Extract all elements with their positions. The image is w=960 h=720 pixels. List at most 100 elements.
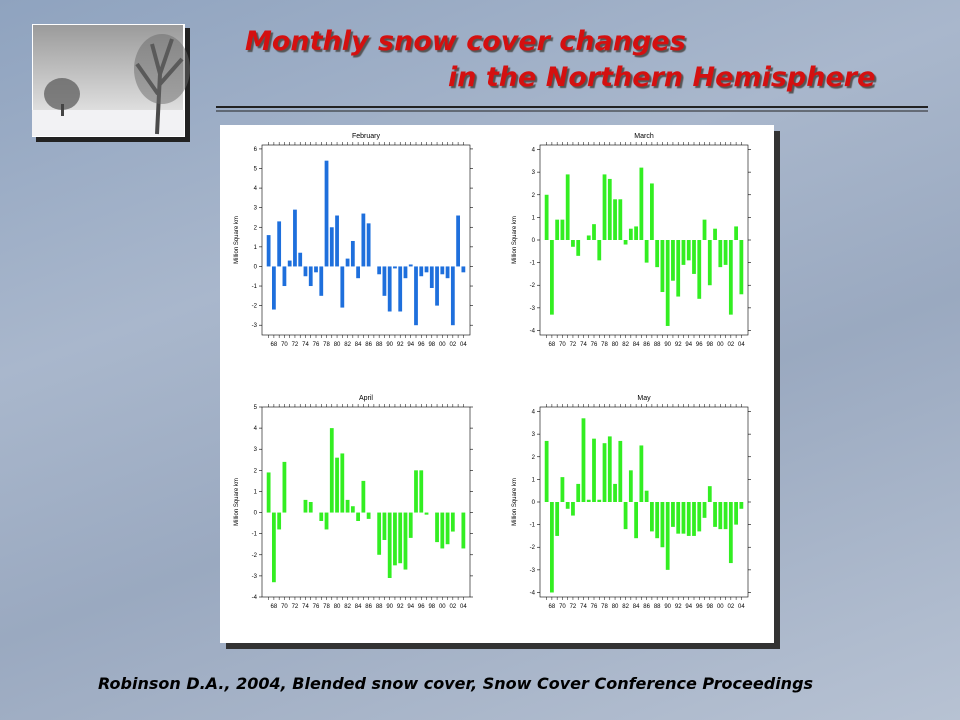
bar xyxy=(445,512,450,545)
bar xyxy=(350,240,355,267)
bar xyxy=(676,502,681,534)
x-tick-label: 82 xyxy=(622,342,629,348)
bar xyxy=(382,266,387,296)
bar xyxy=(298,252,303,267)
y-tick-label: 3 xyxy=(532,170,536,176)
bar xyxy=(303,266,308,277)
bar xyxy=(597,499,602,502)
bar xyxy=(387,266,392,312)
tree-crown xyxy=(134,34,190,104)
y-axis-label: Million Square km xyxy=(234,478,240,526)
y-tick-label: -1 xyxy=(530,261,536,267)
bar xyxy=(329,428,334,513)
x-tick-label: 94 xyxy=(685,604,692,610)
tree-small xyxy=(44,78,80,110)
bar xyxy=(602,443,607,502)
x-tick-label: 92 xyxy=(397,604,404,610)
y-tick-label: 5 xyxy=(254,167,258,173)
x-tick-label: 76 xyxy=(591,604,598,610)
x-tick-label: 96 xyxy=(418,342,425,348)
bar xyxy=(287,260,292,267)
bar xyxy=(597,240,602,261)
bar xyxy=(544,194,549,240)
y-tick-label: -4 xyxy=(252,595,258,601)
x-tick-label: 72 xyxy=(292,604,299,610)
bar xyxy=(303,499,308,513)
snow xyxy=(32,110,184,136)
bar xyxy=(387,512,392,578)
bar xyxy=(723,502,728,530)
bar xyxy=(707,486,712,502)
bar xyxy=(450,266,455,326)
x-tick-label: 68 xyxy=(549,342,556,348)
bar xyxy=(345,258,350,267)
x-tick-label: 78 xyxy=(323,342,330,348)
bar xyxy=(403,512,408,570)
y-tick-label: 4 xyxy=(532,148,536,154)
bar xyxy=(723,240,728,265)
bar xyxy=(739,240,744,295)
bar xyxy=(350,506,355,513)
x-tick-label: 70 xyxy=(559,342,566,348)
x-tick-label: 76 xyxy=(591,342,598,348)
citation: Robinson D.A., 2004, Blended snow cover,… xyxy=(98,674,814,693)
bar xyxy=(550,502,554,593)
y-axis-label: Million Square km xyxy=(512,216,518,264)
x-tick-label: 74 xyxy=(580,604,587,610)
bar xyxy=(586,499,591,502)
bar xyxy=(565,174,570,240)
y-tick-label: 3 xyxy=(532,432,536,438)
bar xyxy=(324,512,329,530)
x-tick-label: 86 xyxy=(643,342,650,348)
bar xyxy=(424,266,429,273)
bar xyxy=(628,228,633,240)
chart-title: April xyxy=(359,395,373,402)
bar xyxy=(644,490,649,502)
y-tick-label: 0 xyxy=(532,238,536,244)
x-tick-label: 02 xyxy=(727,342,734,348)
bar xyxy=(623,502,628,530)
y-tick-label: 0 xyxy=(254,511,258,517)
y-tick-label: 0 xyxy=(254,264,258,270)
x-tick-label: 92 xyxy=(397,342,404,348)
x-tick-label: 88 xyxy=(376,342,383,348)
bar xyxy=(440,266,445,275)
bar xyxy=(324,160,329,267)
bar xyxy=(692,240,696,274)
x-tick-label: 86 xyxy=(643,604,650,610)
bar xyxy=(408,264,413,267)
y-tick-label: 3 xyxy=(254,447,258,453)
bar xyxy=(319,512,324,521)
bar xyxy=(393,512,397,566)
x-tick-label: 90 xyxy=(386,342,393,348)
plot-frame xyxy=(261,406,471,598)
bar xyxy=(607,436,612,502)
bar xyxy=(435,512,439,543)
bar xyxy=(440,512,445,549)
plot-frame xyxy=(261,144,471,336)
y-tick-label: -1 xyxy=(252,284,258,290)
y-tick-label: 2 xyxy=(532,455,536,461)
bar xyxy=(329,227,334,267)
y-tick-label: -4 xyxy=(530,328,536,334)
x-tick-label: 84 xyxy=(633,604,640,610)
bar xyxy=(592,438,596,502)
x-tick-label: 88 xyxy=(376,604,383,610)
bar xyxy=(544,440,549,502)
bar xyxy=(393,266,397,269)
chart-title: March xyxy=(634,133,654,140)
bar xyxy=(660,240,665,293)
bar xyxy=(671,502,675,527)
x-tick-label: 94 xyxy=(407,604,414,610)
bar xyxy=(702,219,707,240)
bar xyxy=(681,240,686,265)
bar xyxy=(655,502,660,539)
y-axis-label: Million Square km xyxy=(234,216,240,264)
bar xyxy=(424,512,429,515)
bar xyxy=(618,199,623,240)
bar xyxy=(282,461,287,513)
x-tick-label: 00 xyxy=(717,604,724,610)
bar xyxy=(366,512,371,519)
x-tick-label: 84 xyxy=(633,342,640,348)
